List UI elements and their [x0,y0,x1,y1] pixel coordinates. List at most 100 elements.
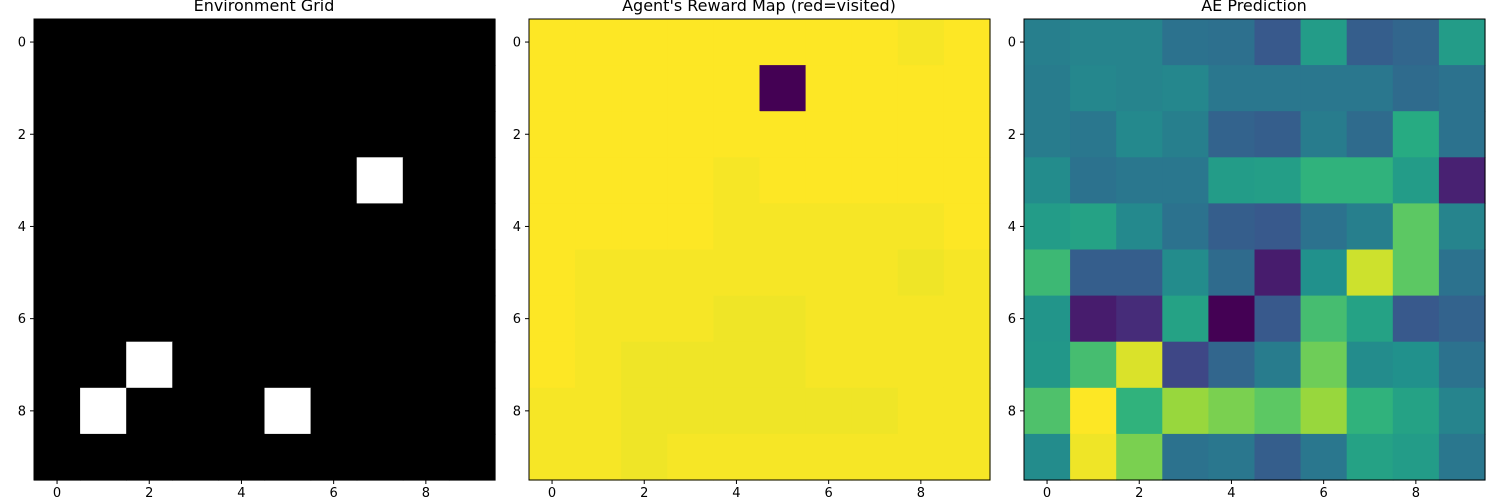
heatmap-cell [805,387,853,435]
y-tick-label: 0 [1008,36,1016,51]
heatmap-cells [529,19,991,481]
heatmap-cells [1024,19,1486,481]
heatmap-cell [805,249,853,297]
axes-frame [33,18,496,481]
heatmap-cell [1024,157,1071,204]
heatmap-cell [1254,249,1302,297]
heatmap-cell [805,65,853,112]
heatmap-cell [943,203,991,251]
heatmap-cell [943,433,991,481]
heatmap-cell [1346,111,1394,158]
x-tick-label: 2 [640,486,648,500]
heatmap-cell [1392,295,1440,343]
heatmap-cell [897,65,945,112]
heatmap-cell [667,433,714,481]
heatmap-cell [1024,341,1071,389]
heatmap-cell [34,249,81,297]
heatmap-cell [126,387,173,435]
heatmap-cell [1254,387,1302,435]
heatmap-cell [851,157,899,204]
heatmap-cell [1208,341,1256,389]
heatmap-cell [356,19,404,66]
y-tick-label: 0 [513,36,521,51]
heatmap-cells [34,19,496,481]
heatmap-cell [805,157,853,204]
heatmap-cell [713,157,761,204]
heatmap-cell [1438,341,1486,389]
heatmap-cell [575,19,622,66]
axes-frame [1023,18,1486,481]
heatmap-cell [310,111,358,158]
heatmap-cell [713,387,761,435]
heatmap-cell [1116,19,1163,66]
heatmap-cell [1070,157,1117,204]
heatmap-cell [759,341,807,389]
heatmap-cell [310,19,358,66]
heatmap-cell [218,387,266,435]
heatmap-cell [759,249,807,297]
heatmap-cell [621,341,668,389]
heatmap-cell [1254,65,1302,112]
heatmap-cell [172,157,219,204]
y-tick-label: 6 [513,312,521,327]
heatmap-cell [667,19,714,66]
heatmap-cell [1162,157,1209,204]
heatmap-cell [805,111,853,158]
heatmap-cell [1070,65,1117,112]
heatmap-cell [1070,341,1117,389]
heatmap-cell [851,249,899,297]
heatmap-cell [172,65,219,112]
heatmap-cell [529,65,576,112]
heatmap-cell [1300,65,1348,112]
x-tick-label: 6 [825,486,833,500]
heatmap-cell [805,19,853,66]
heatmap-cell [448,341,496,389]
heatmap-cell [1346,65,1394,112]
heatmap-cell [897,19,945,66]
heatmap-cell [943,295,991,343]
heatmap-cell [621,295,668,343]
heatmap-cell [448,157,496,204]
heatmap-cell [1300,295,1348,343]
heatmap-cell [851,295,899,343]
heatmap-cell [713,203,761,251]
heatmap-cell [1024,203,1071,251]
heatmap-cell [310,295,358,343]
x-tick-label: 6 [330,486,338,500]
heatmap-cell [713,65,761,112]
y-tick-label: 2 [18,128,26,143]
heatmap-cell [264,19,312,66]
panel-environment-grid: Environment Grid 0 2 4 6 8 0 2 4 6 8 [18,0,496,500]
heatmap-cell [759,111,807,158]
heatmap-cell [80,249,127,297]
heatmap-cell [34,203,81,251]
heatmap-cell [1300,387,1348,435]
panel-ae-prediction: AE Prediction 0 2 4 6 8 0 2 4 6 8 [1008,0,1486,500]
heatmap-cell [1300,341,1348,389]
heatmap-cell [218,341,266,389]
heatmap-cell [1116,65,1163,112]
heatmap-cell [1300,433,1348,481]
heatmap-cell [851,387,899,435]
heatmap-cell [402,203,450,251]
heatmap-cell [1162,65,1209,112]
x-tick-label: 2 [145,486,153,500]
heatmap-cell [667,387,714,435]
heatmap-cell [264,387,312,435]
heatmap-cell [264,295,312,343]
heatmap-cell [448,19,496,66]
heatmap-cell [851,203,899,251]
heatmap-cell [943,341,991,389]
heatmap-cell [448,433,496,481]
heatmap-cell [667,65,714,112]
heatmap-cell [575,249,622,297]
heatmap-cell [1162,19,1209,66]
heatmap-cell [218,65,266,112]
heatmap-cell [1346,203,1394,251]
heatmap-cell [34,341,81,389]
heatmap-cell [402,111,450,158]
heatmap-cell [805,203,853,251]
heatmap-cell [1024,295,1071,343]
heatmap-cell [1208,203,1256,251]
heatmap-cell [1024,111,1071,158]
